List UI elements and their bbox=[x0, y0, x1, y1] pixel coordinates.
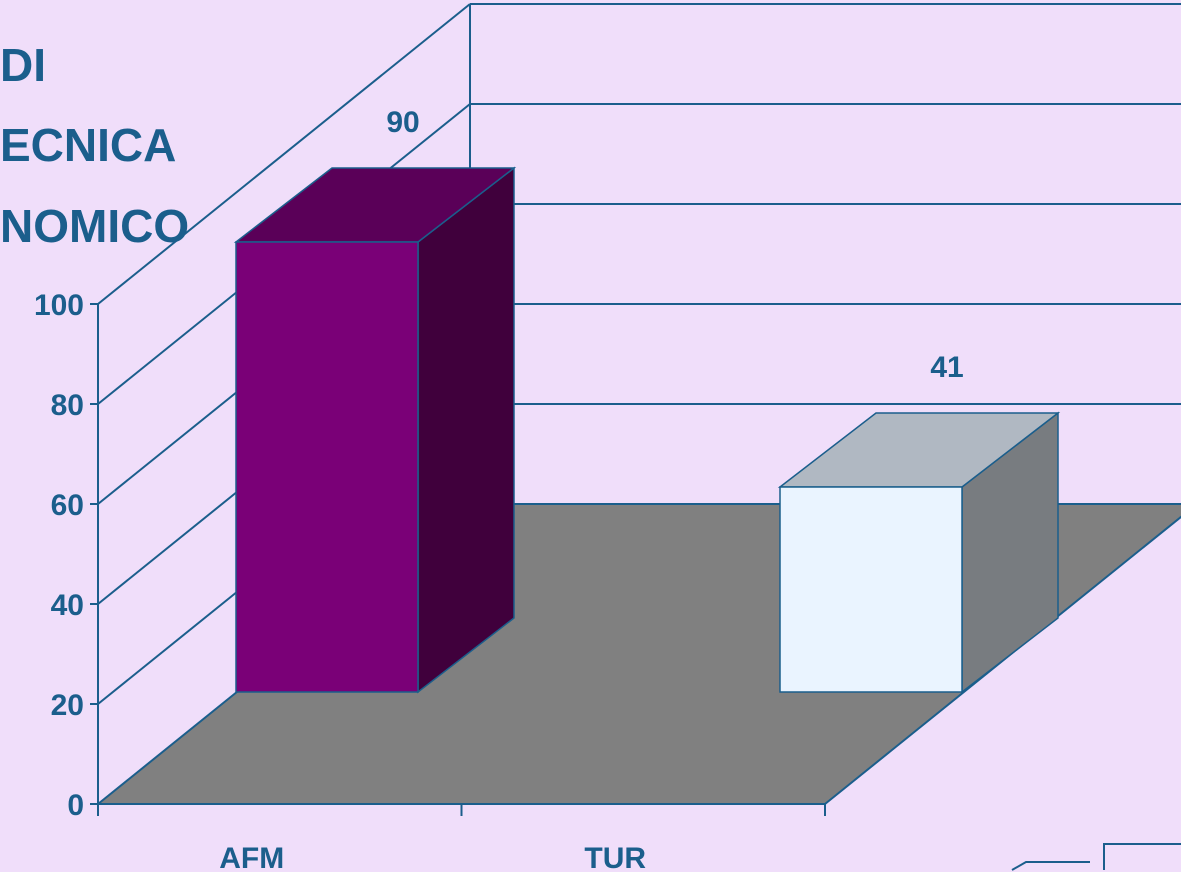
bar-side-afm bbox=[417, 166, 515, 694]
x-tick-label-afm: AFM bbox=[219, 842, 284, 870]
y-tick-label-20: 20 bbox=[51, 689, 84, 722]
chart-bars bbox=[233, 166, 1061, 694]
bar-front-afm bbox=[235, 241, 419, 693]
chart-title-line-1: DI bbox=[0, 39, 46, 91]
corner-decoration bbox=[1011, 843, 1181, 871]
data-label-tur: 41 bbox=[930, 351, 963, 384]
chart-labels: 0 20 40 60 80 100 AFM 90 TUR 41 bbox=[34, 106, 964, 870]
y-tick-label-60: 60 bbox=[51, 489, 84, 522]
y-tick-label-40: 40 bbox=[51, 589, 84, 622]
x-tick-label-tur: TUR bbox=[584, 842, 646, 870]
corner-line-1 bbox=[1011, 861, 1090, 871]
data-label-afm: 90 bbox=[386, 106, 419, 139]
y-tick-label-0: 0 bbox=[67, 789, 84, 822]
y-tick-label-100: 100 bbox=[34, 289, 84, 322]
y-tick-label-80: 80 bbox=[51, 389, 84, 422]
side-gridline-100 bbox=[97, 3, 471, 305]
bar-front-tur bbox=[779, 486, 963, 693]
bar-afm bbox=[233, 166, 517, 694]
bar-tur bbox=[777, 411, 1061, 694]
chart-title-line-2: ECNICA bbox=[0, 119, 177, 171]
chart-title-line-3: NOMICO bbox=[0, 200, 190, 252]
corner-line-2 bbox=[1103, 843, 1181, 870]
